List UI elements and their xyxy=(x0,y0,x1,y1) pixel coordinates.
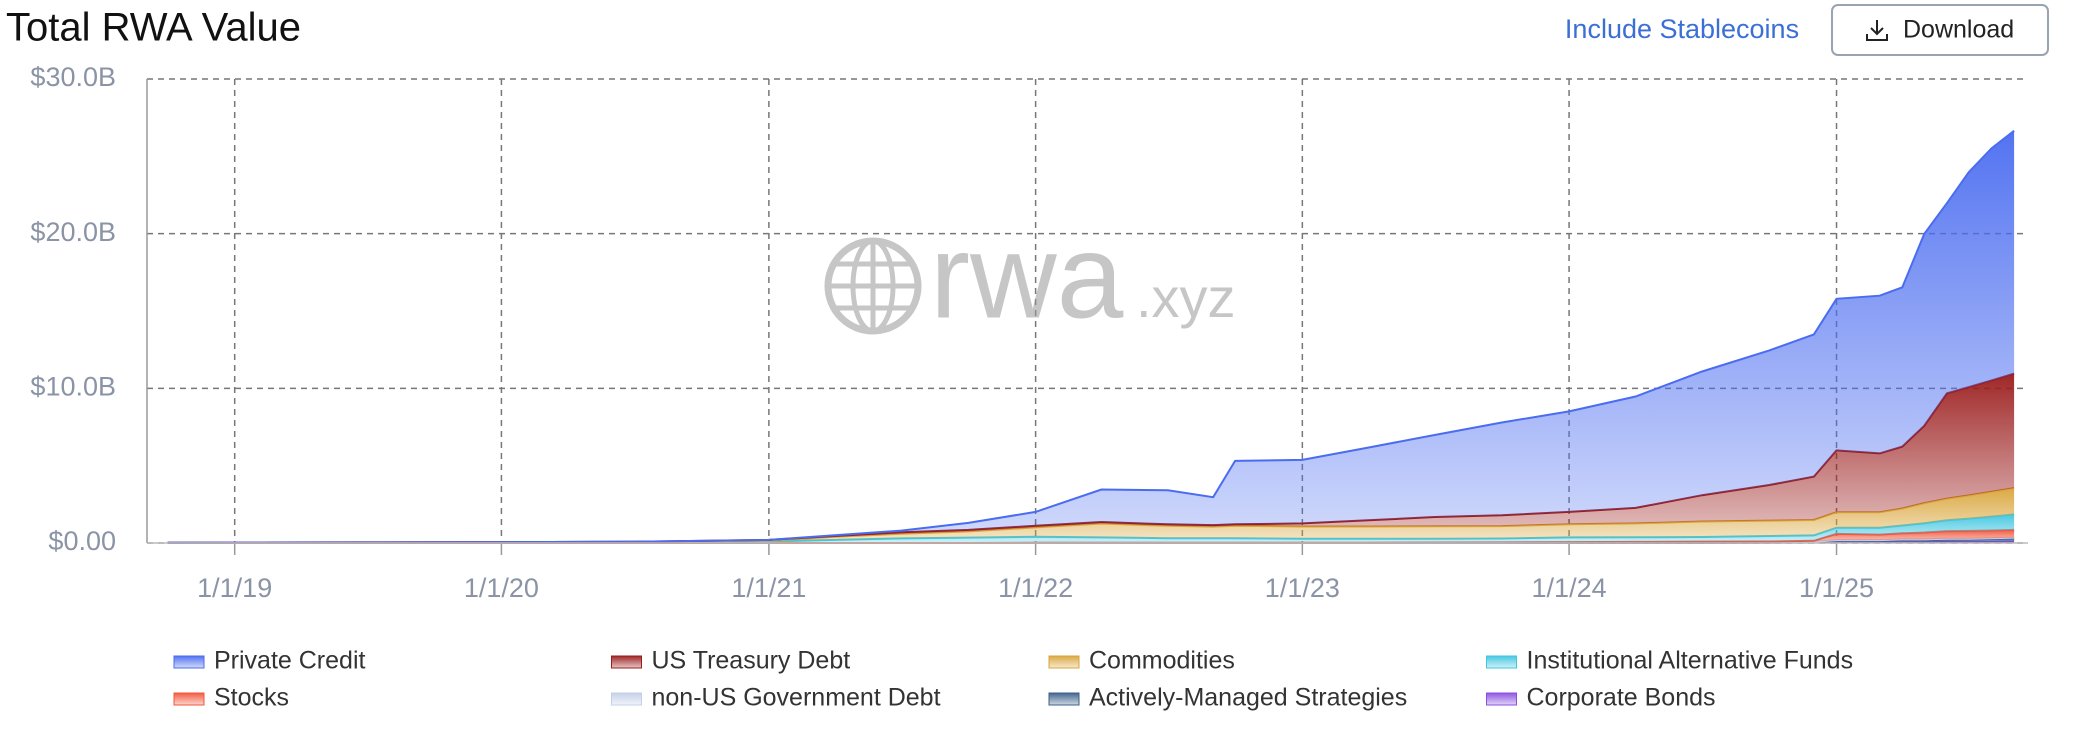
legend-label: Institutional Alternative Funds xyxy=(1527,647,1854,675)
area xyxy=(167,488,2015,543)
legend-item[interactable]: Commodities xyxy=(1048,647,1235,675)
watermark-suffix: .xyz xyxy=(1136,266,1236,329)
x-tick-label: 1/1/21 xyxy=(731,573,806,603)
watermark-main: rwa xyxy=(930,210,1124,344)
download-icon xyxy=(1866,20,1888,41)
x-tick-label: 1/1/20 xyxy=(464,573,539,603)
download-button-frame xyxy=(1831,4,2049,56)
download-button[interactable]: Download xyxy=(1831,4,2049,56)
axes: $0.00 $10.0B $20.0B $30.0B 1/1/19 1/1/20 1/1/2… xyxy=(30,62,2028,603)
legend-item[interactable]: non-US Government Debt xyxy=(611,684,941,712)
download-label: Download xyxy=(1903,16,2014,44)
legend-swatch xyxy=(173,692,205,706)
legend-swatch xyxy=(611,655,642,669)
x-tick-label: 1/1/23 xyxy=(1265,573,1340,603)
x-tick-label: 1/1/25 xyxy=(1799,573,1874,603)
area-edge xyxy=(167,130,2015,544)
y-tick-label: $30.0B xyxy=(30,62,116,92)
legend-item[interactable]: Actively-Managed Strategies xyxy=(1048,684,1407,712)
legend-label: Stocks xyxy=(214,684,289,712)
legend-label: Actively-Managed Strategies xyxy=(1089,684,1407,712)
area xyxy=(167,130,2015,543)
legend-item[interactable]: US Treasury Debt xyxy=(611,647,851,675)
legend-item[interactable]: Corporate Bonds xyxy=(1486,684,1716,712)
legend-label: Commodities xyxy=(1089,647,1235,675)
legend-label: Corporate Bonds xyxy=(1527,684,1716,712)
watermark-globe xyxy=(828,241,918,331)
legend-item[interactable]: Institutional Alternative Funds xyxy=(1486,647,1854,675)
x-tick-label: 1/1/22 xyxy=(998,573,1073,603)
watermark: rwa .xyz xyxy=(824,210,1236,344)
legend-swatch xyxy=(1486,692,1517,706)
legend-label: non-US Government Debt xyxy=(652,684,941,712)
legend-swatch xyxy=(1048,655,1080,669)
legend-swatch xyxy=(173,655,205,669)
legend-swatch xyxy=(1486,655,1517,669)
legend-item[interactable]: Private Credit xyxy=(173,647,365,675)
legend-swatch xyxy=(611,692,642,706)
y-tick-label: $10.0B xyxy=(30,371,116,401)
y-tick-label: $0.00 xyxy=(48,526,116,556)
x-tick-label: 1/1/19 xyxy=(197,573,272,603)
legend-item[interactable]: Stocks xyxy=(173,684,289,712)
legend-label: US Treasury Debt xyxy=(652,647,851,675)
chart-title: Total RWA Value xyxy=(6,6,301,50)
legend: Private Credit US Treasury Debt Commoditie… xyxy=(173,647,1854,712)
x-tick-label: 1/1/24 xyxy=(1532,573,1607,603)
stablecoin-toggle[interactable]: Include Stablecoins xyxy=(1565,14,1799,44)
y-tick-label: $20.0B xyxy=(30,217,116,247)
legend-label: Private Credit xyxy=(214,647,365,675)
legend-swatch xyxy=(1048,692,1080,706)
